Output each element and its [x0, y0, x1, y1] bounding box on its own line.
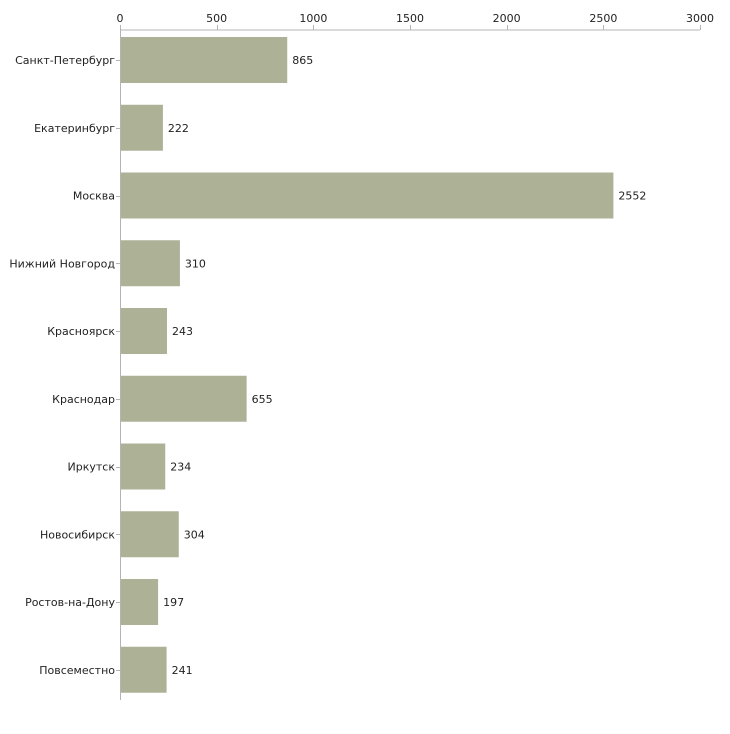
- x-axis: 0 500 1000 1500 2000 2500 3000: [117, 12, 714, 31]
- value-label: 197: [163, 596, 184, 609]
- category-label: Нижний Новгород: [9, 257, 115, 270]
- y-axis: Санкт-Петербург Екатеринбург Москва Нижний …: [9, 30, 121, 700]
- bar: [121, 511, 179, 558]
- bar: [121, 308, 167, 354]
- value-label: 241: [172, 664, 193, 677]
- value-label: 222: [168, 122, 189, 135]
- category-label: Краснодар: [52, 393, 115, 406]
- bar: [121, 646, 167, 693]
- category-label: Москва: [73, 190, 115, 203]
- x-tick-label: 0: [117, 12, 124, 25]
- bar: [121, 240, 180, 287]
- bar: [121, 579, 159, 625]
- category-label: Новосибирск: [40, 528, 115, 541]
- bar: [121, 375, 247, 422]
- x-tick-label: 3000: [686, 12, 714, 25]
- value-label: 655: [252, 393, 273, 406]
- value-label: 310: [185, 257, 206, 270]
- x-tick-label: 1500: [396, 12, 424, 25]
- category-label: Ростов-на-Дону: [25, 596, 115, 609]
- value-label: 865: [292, 54, 313, 67]
- category-label: Санкт-Петербург: [15, 54, 115, 67]
- x-tick-label: 2000: [493, 12, 521, 25]
- category-label: Повсеместно: [39, 664, 115, 677]
- value-labels-group: 865 222 2552 310 243 655 234 304 197 241: [163, 54, 646, 677]
- category-label: Екатеринбург: [34, 122, 115, 135]
- bar: [121, 104, 163, 151]
- category-label: Иркутск: [68, 461, 116, 474]
- value-label: 243: [172, 325, 193, 338]
- category-label: Красноярск: [47, 325, 115, 338]
- bar: [121, 37, 288, 83]
- x-tick-label: 500: [206, 12, 227, 25]
- x-tick-label: 2500: [589, 12, 617, 25]
- value-label: 304: [184, 528, 205, 541]
- bars-group: [121, 37, 614, 693]
- bar: [121, 443, 166, 490]
- x-tick-label: 1000: [299, 12, 327, 25]
- value-label: 234: [170, 461, 191, 474]
- value-label: 2552: [618, 190, 646, 203]
- bar: [121, 172, 614, 219]
